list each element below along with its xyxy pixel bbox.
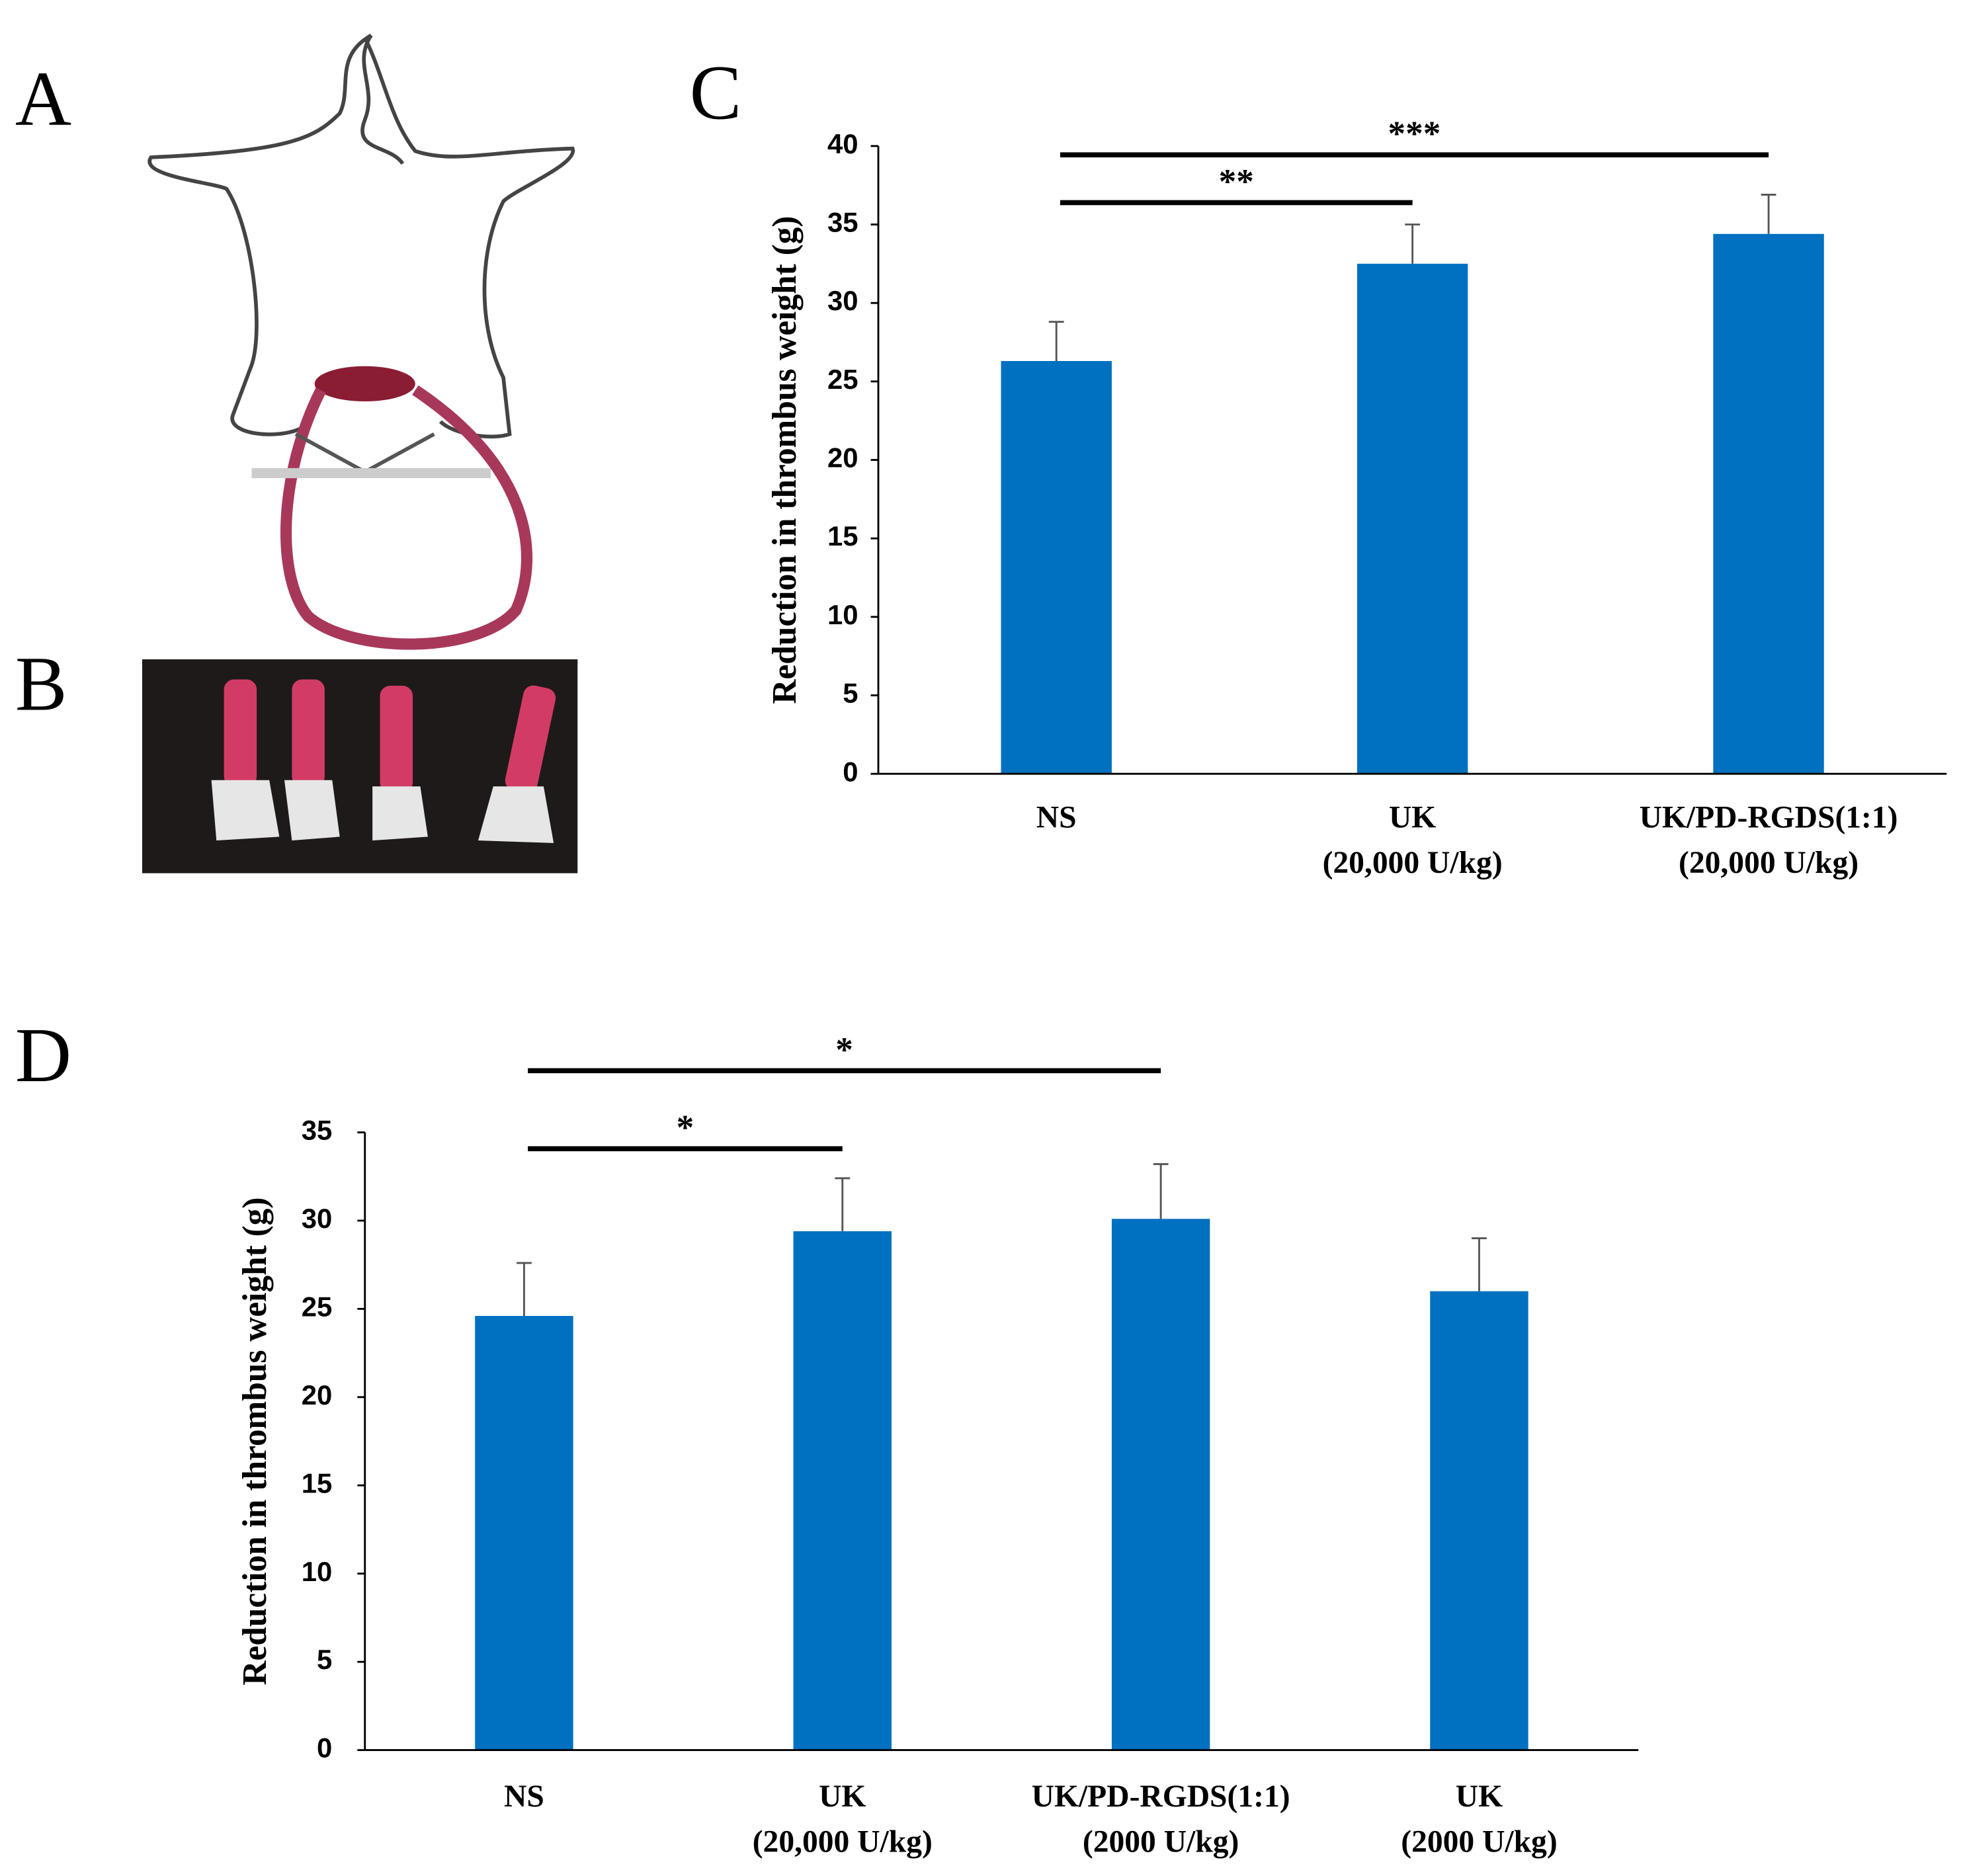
tube-base [478,786,554,843]
y-tick-label: 40 [827,128,858,159]
panel-a-illustration [147,33,575,650]
y-axis-label: Reduction in thrombus weight (g) [236,1197,274,1685]
tube-base [284,780,340,841]
y-tick-label: 25 [302,1291,333,1322]
y-tick-label: 30 [827,285,858,316]
y-axis-label: Reduction in thrombus weight (g) [766,216,804,704]
animal-outline [147,33,575,439]
x-tick-label: UK (20,000 U/kg) [753,1779,933,1859]
tube [380,686,413,793]
x-tick-label: NS [1036,801,1077,835]
bar [793,1231,892,1750]
tube [505,685,556,794]
panel-label: B [15,641,67,727]
x-tick-label: UK/PD-RGDS(1:1) (20,000 U/kg) [1640,801,1898,880]
significance-label: ** [1219,162,1254,201]
x-tick-label: UK (2000 U/kg) [1401,1779,1557,1859]
y-tick-label: 10 [302,1556,333,1587]
panel-label: A [15,56,71,142]
y-tick-label: 35 [302,1115,333,1146]
panel-label: C [690,49,742,136]
organ [314,366,415,402]
significance-label: * [835,1030,853,1069]
y-tick-label: 15 [302,1467,333,1498]
y-tick-label: 15 [827,520,858,551]
bar [1713,233,1824,774]
y-tick-label: 20 [827,442,858,473]
bar [475,1316,573,1750]
clamp [251,468,491,479]
bar [1111,1219,1210,1750]
y-tick-label: 5 [317,1644,332,1675]
vessel [294,432,435,474]
y-tick-label: 35 [827,207,858,238]
tube-base [372,786,428,841]
y-tick-label: 5 [843,678,858,709]
y-tick-label: 0 [843,756,858,787]
panel-label: D [15,1012,71,1098]
x-tick-label: UK (20,000 U/kg) [1323,801,1503,880]
bar [1001,360,1112,774]
bar [1357,263,1468,774]
y-tick-label: 25 [827,364,858,395]
x-tick-label: UK/PD-RGDS(1:1) (2000 U/kg) [1032,1779,1290,1859]
tube [292,679,325,787]
tube [224,679,257,787]
significance-label: *** [1388,114,1441,153]
significance-label: * [677,1108,694,1147]
panel-b-photo [142,659,578,874]
tube-base [211,780,280,841]
x-tick-label: NS [504,1779,544,1814]
y-tick-label: 0 [317,1733,332,1764]
bar [1430,1291,1528,1750]
y-tick-label: 20 [302,1379,333,1410]
shunt-tube [280,385,533,650]
y-tick-label: 10 [827,599,858,630]
y-tick-label: 30 [302,1203,333,1234]
